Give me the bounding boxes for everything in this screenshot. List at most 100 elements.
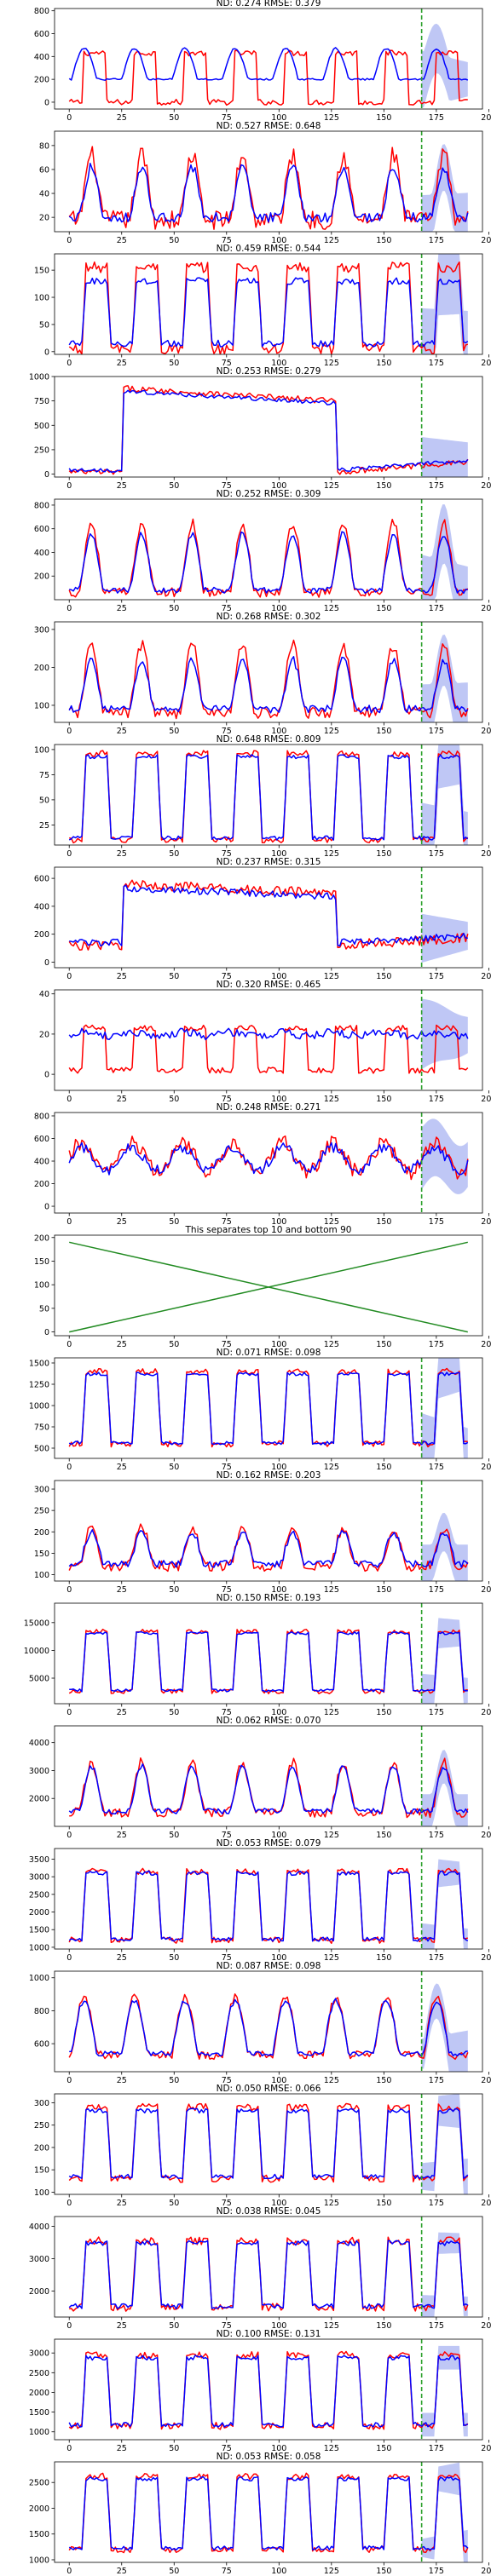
y-tick-label: 0: [44, 98, 49, 107]
y-tick-label: 2500: [29, 2479, 49, 2488]
plot-area: [68, 990, 469, 1090]
axes-frame: [54, 621, 483, 723]
x-tick-label: 175: [429, 849, 444, 859]
x-tick-label: 175: [429, 2199, 444, 2208]
x-tick-label: 200: [481, 604, 491, 613]
x-tick-label: 50: [169, 1217, 179, 1227]
subplot-2: ND: 0.527 RMSE: 0.648 0 25 50 75 100 125 150 175…: [39, 121, 491, 245]
actual-series-line: [68, 1628, 468, 1695]
y-tick-label: 2500: [29, 1890, 49, 1900]
y-tick-label: 300: [34, 625, 49, 635]
x-tick-label: 150: [376, 2199, 391, 2208]
x-tick-label: 100: [271, 1463, 286, 1472]
subplot-title: ND: 0.062 RMSE: 0.070: [217, 1716, 321, 1726]
actual-series-line: [68, 1367, 468, 1448]
actual-series-line: [69, 750, 469, 844]
x-tick-label: 0: [66, 2444, 72, 2453]
uncertainty-band: [421, 1859, 468, 1949]
x-tick-label: 200: [481, 1217, 491, 1227]
x-tick-label: 0: [66, 113, 72, 123]
x-tick-label: 25: [117, 236, 127, 245]
x-tick-label: 75: [222, 604, 232, 613]
x-tick-label: 50: [169, 972, 179, 981]
actual-series-line: [68, 49, 468, 106]
x-tick-label: 150: [376, 1095, 391, 1104]
x-tick-label: 150: [376, 1463, 391, 1472]
x-tick-label: 175: [429, 2076, 444, 2085]
y-tick-label: 100: [34, 1571, 49, 1580]
plot-area: [68, 622, 469, 722]
subplot-title: ND: 0.248 RMSE: 0.271: [217, 1102, 321, 1113]
y-tick-label: 200: [34, 1180, 49, 1189]
y-tick-label: 2000: [29, 2287, 49, 2297]
x-tick-label: 175: [429, 2567, 444, 2576]
x-tick-label: 0: [66, 481, 72, 491]
subplot-5: ND: 0.252 RMSE: 0.309 0 25 50 75 100 125 150 175…: [34, 489, 491, 613]
actual-series-line: [68, 1024, 469, 1074]
y-tick-label: 1500: [29, 1926, 49, 1935]
x-tick-label: 25: [117, 2444, 127, 2453]
uncertainty-band: [421, 2232, 468, 2317]
y-tick-label: 250: [34, 2121, 49, 2130]
y-tick-label: 750: [34, 397, 49, 406]
x-tick-label: 125: [324, 359, 339, 368]
y-tick-label: 100: [34, 2188, 49, 2198]
uncertainty-band: [421, 1118, 468, 1194]
forecast-series-line: [68, 2475, 469, 2551]
x-tick-label: 100: [271, 972, 286, 981]
plot-area: [68, 2094, 469, 2194]
subplot-title: ND: 0.053 RMSE: 0.058: [217, 2452, 321, 2462]
axes-frame: [54, 1602, 483, 1705]
x-tick-label: 125: [324, 113, 339, 123]
y-tick-label: 600: [34, 525, 49, 534]
y-tick-label: 0: [44, 958, 49, 968]
x-tick-label: 50: [169, 2076, 179, 2085]
y-tick-label: 1000: [29, 373, 49, 382]
forecast-series-line: [68, 389, 469, 473]
y-tick-label: 1500: [29, 2408, 49, 2418]
forecast-series-line: [69, 1998, 468, 2057]
x-tick-label: 25: [117, 1831, 127, 1840]
x-tick-label: 75: [222, 2567, 232, 2576]
x-tick-label: 175: [429, 1953, 444, 1963]
actual-series-line: [68, 146, 469, 230]
y-tick-label: 3500: [29, 1855, 49, 1865]
subplot-20: ND: 0.100 RMSE: 0.131 0 25 50 75 100 125 150 175…: [29, 2329, 491, 2453]
axes-frame: [54, 8, 483, 110]
x-tick-label: 50: [169, 1953, 179, 1963]
x-tick-label: 25: [117, 2321, 127, 2331]
x-tick-label: 75: [222, 727, 232, 736]
uncertainty-band: [421, 1513, 468, 1581]
axes-frame: [54, 1848, 483, 1950]
x-tick-label: 175: [429, 113, 444, 123]
x-tick-label: 75: [222, 2076, 232, 2085]
subplot-title: ND: 0.274 RMSE: 0.379: [217, 0, 321, 9]
subplot-title: ND: 0.268 RMSE: 0.302: [217, 612, 321, 622]
axes-frame: [54, 1970, 483, 2073]
uncertainty-band: [421, 2462, 468, 2562]
x-tick-label: 125: [324, 2444, 339, 2453]
x-tick-label: 75: [222, 359, 232, 368]
x-tick-label: 200: [481, 727, 491, 736]
actual-series-line: [68, 2350, 469, 2430]
x-tick-label: 25: [117, 604, 127, 613]
x-tick-label: 25: [117, 113, 127, 123]
x-tick-label: 0: [66, 1831, 72, 1840]
plot-area: [68, 1481, 469, 1581]
y-tick-label: 40: [39, 190, 49, 199]
x-tick-label: 200: [481, 2199, 491, 2208]
subplot-title: ND: 0.320 RMSE: 0.465: [217, 980, 321, 990]
x-tick-label: 50: [169, 1463, 179, 1472]
x-tick-label: 100: [271, 849, 286, 859]
plot-area: [68, 1358, 469, 1458]
x-tick-label: 50: [169, 1585, 179, 1595]
x-tick-label: 75: [222, 1953, 232, 1963]
y-tick-label: 250: [34, 1507, 49, 1516]
y-tick-label: 2500: [29, 2369, 49, 2378]
y-tick-label: 80: [39, 141, 49, 151]
x-tick-label: 0: [66, 359, 72, 368]
x-tick-label: 50: [169, 2567, 179, 2576]
x-tick-label: 0: [66, 2199, 72, 2208]
y-tick-label: 300: [34, 1486, 49, 1495]
